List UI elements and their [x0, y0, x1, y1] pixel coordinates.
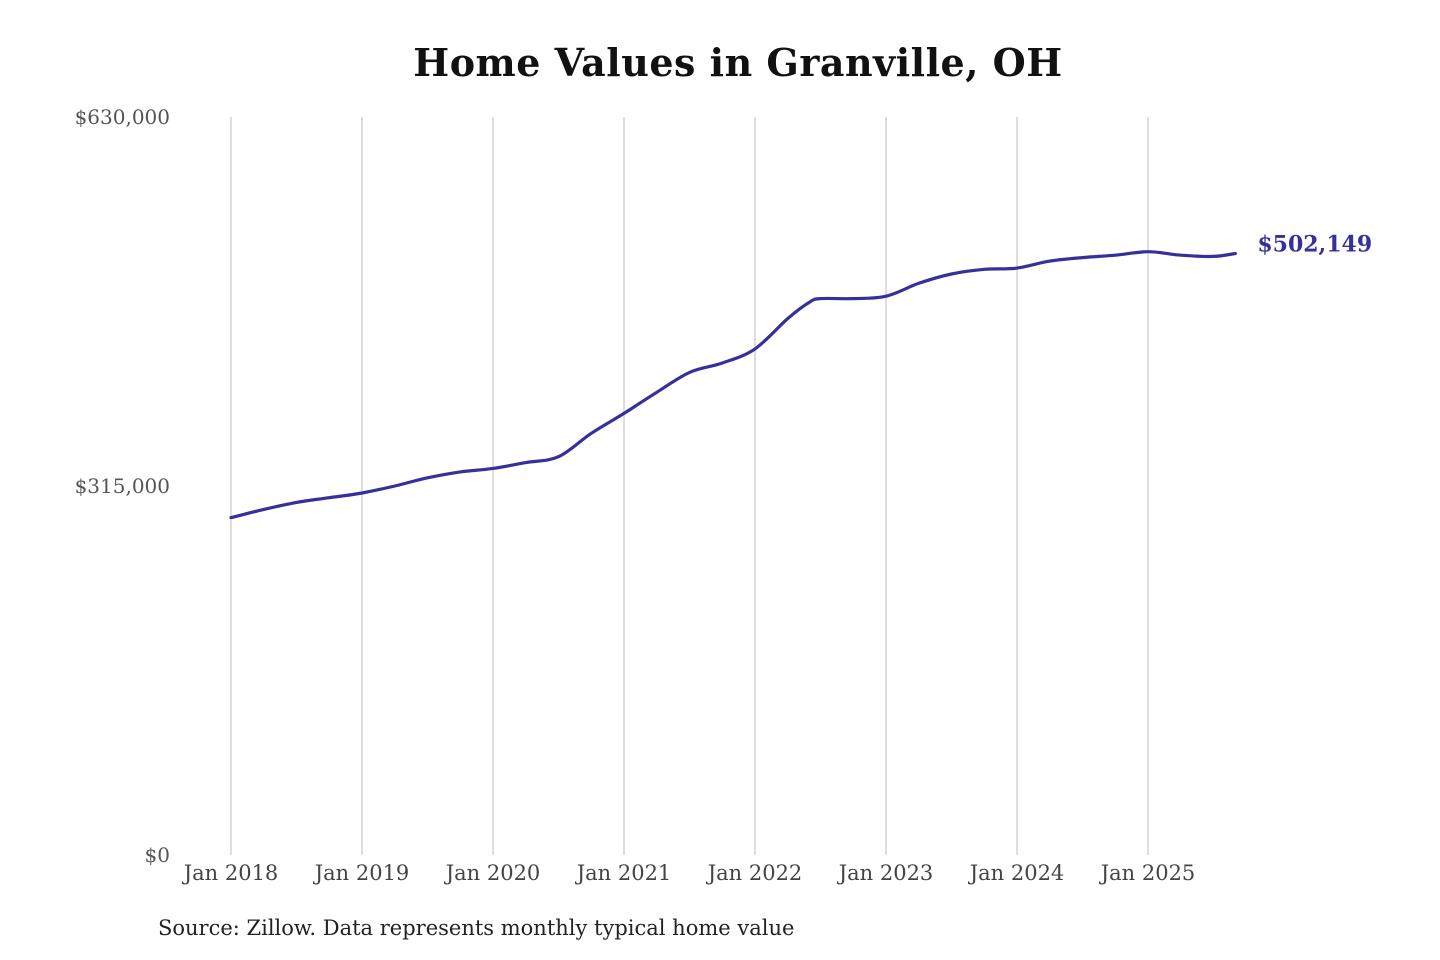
x-tick-label: Jan 2022: [706, 861, 803, 885]
x-tick-label: Jan 2018: [182, 861, 279, 885]
x-tick-label: Jan 2024: [968, 861, 1065, 885]
annotations: $502,149: [1257, 231, 1372, 257]
end-value-label: $502,149: [1257, 231, 1372, 257]
series-line: [229, 250, 1237, 520]
y-tick-label: $630,000: [75, 105, 170, 129]
y-tick-label: $315,000: [75, 474, 170, 498]
source-note: Source: Zillow. Data represents monthly …: [158, 916, 795, 940]
y-tick-label: $0: [145, 843, 170, 867]
chart-title: Home Values in Granville, OH: [413, 40, 1063, 85]
x-axis-tick-labels: Jan 2018 Jan 2019 Jan 2020 Jan 2021 Jan 2022…: [182, 861, 1196, 885]
x-tick-label: Jan 2020: [444, 861, 541, 885]
series: [229, 250, 1237, 520]
x-tick-label: Jan 2021: [575, 861, 672, 885]
gridlines: [230, 117, 1149, 855]
y-axis-tick-labels: $0 $315,000 $630,000: [75, 105, 170, 867]
x-tick-label: Jan 2025: [1099, 861, 1196, 885]
x-tick-label: Jan 2019: [313, 861, 410, 885]
x-tick-label: Jan 2023: [837, 861, 934, 885]
